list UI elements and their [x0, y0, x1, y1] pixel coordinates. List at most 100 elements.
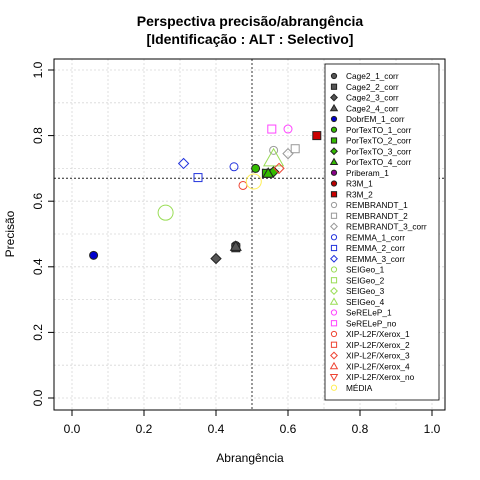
legend-marker	[330, 351, 338, 360]
legend: Cage2_1_corrCage2_2_corrCage2_3_corrCage…	[329, 71, 427, 393]
legend-marker	[330, 244, 338, 252]
legend-marker	[329, 361, 339, 370]
legend-marker	[330, 277, 338, 284]
y-tick-label: 1.0	[31, 61, 45, 78]
x-tick-label: 0.0	[64, 422, 81, 436]
legend-label: XIP-L2F/Xerox_4	[346, 361, 410, 371]
legend-label: R3M_1	[346, 179, 373, 189]
x-tick-label: 0.8	[352, 422, 369, 436]
point-remma-2-corr	[193, 173, 203, 183]
legend-marker	[330, 126, 338, 133]
legend-marker	[329, 103, 339, 112]
point-rembrandt-3-corr	[282, 147, 294, 160]
point-xip-l2f-xerox-3	[273, 162, 285, 175]
point-serelep-no	[267, 124, 277, 134]
x-axis-label: Abrangência	[216, 451, 284, 465]
legend-marker	[330, 320, 338, 327]
x-axis-ticks: 0.0 0.2 0.4 0.6 0.8 1.0	[64, 410, 441, 436]
x-tick-label: 0.2	[136, 422, 153, 436]
y-tick-label: 0.0	[31, 389, 45, 406]
legend-label: XIP-L2F/Xerox_1	[346, 329, 410, 339]
point-cage2-3-corr	[210, 252, 222, 265]
legend-label: MÉDIA	[346, 383, 373, 393]
point-dobrem-1-corr	[89, 250, 99, 260]
point-seigeo-1	[157, 204, 174, 221]
point-serelep-1	[283, 124, 293, 134]
legend-marker	[330, 222, 338, 231]
legend-label: PorTexTO_1_corr	[346, 125, 412, 135]
chart-subtitle: [Identificação : ALT : Selectivo]	[147, 31, 354, 47]
legend-label: SEIGeo_2	[346, 275, 385, 285]
legend-label: REMMA_1_corr	[346, 232, 405, 242]
legend-label: R3M_2	[346, 189, 373, 199]
legend-marker	[330, 169, 338, 176]
legend-label: XIP-L2F/Xerox_no	[346, 372, 415, 382]
y-tick-label: 0.8	[31, 127, 45, 144]
point-portexto-1-corr	[251, 163, 261, 173]
legend-marker	[330, 83, 338, 90]
legend-label: REMMA_2_corr	[346, 243, 405, 253]
legend-label: PorTexTO_4_corr	[346, 157, 412, 167]
legend-marker	[330, 309, 338, 316]
legend-label: PorTexTO_3_corr	[346, 146, 412, 156]
legend-marker	[329, 157, 339, 166]
legend-label: SeRELeP_1	[346, 308, 392, 318]
legend-marker	[330, 93, 338, 102]
legend-label: SEIGeo_4	[346, 297, 385, 307]
legend-label: DobrEM_1_corr	[346, 114, 405, 124]
legend-label: XIP-L2F/Xerox_3	[346, 351, 410, 361]
legend-marker	[330, 191, 338, 198]
legend-marker	[330, 384, 338, 391]
legend-label: REMBRANDT_2	[346, 211, 408, 221]
point-remma-1-corr	[229, 162, 239, 172]
legend-label: SEIGeo_1	[346, 265, 385, 275]
legend-label: Cage2_3_corr	[346, 93, 399, 103]
plot-border	[53, 58, 446, 411]
point-cage2-4-corr	[229, 240, 242, 251]
y-axis-label: Precisão	[3, 210, 17, 257]
legend-marker	[330, 287, 338, 295]
x-tick-label: 0.4	[208, 422, 225, 436]
point-portexto-4-corr	[262, 167, 275, 178]
point-remma-3-corr	[177, 157, 190, 170]
legend-label: REMBRANDT_1	[346, 200, 408, 210]
point-m-dia	[245, 173, 262, 190]
legend-marker	[330, 137, 338, 144]
legend-marker	[330, 72, 338, 80]
legend-marker	[329, 297, 339, 305]
legend-label: REMBRANDT_3_corr	[346, 222, 427, 232]
y-tick-label: 0.4	[31, 258, 45, 275]
x-tick-label: 1.0	[424, 422, 441, 436]
y-tick-label: 0.6	[31, 193, 45, 210]
legend-marker	[330, 330, 338, 338]
legend-label: Cage2_4_corr	[346, 103, 399, 113]
legend-box	[324, 63, 440, 401]
y-axis-ticks: 0.0 0.2 0.4 0.6 0.8 1.0	[31, 61, 54, 406]
legend-label: SEIGeo_3	[346, 286, 385, 296]
legend-marker	[330, 115, 338, 123]
legend-marker	[330, 201, 338, 209]
legend-marker	[330, 212, 338, 219]
legend-label: REMMA_3_corr	[346, 254, 405, 264]
point-r3m-2	[312, 131, 322, 141]
point-seigeo-4	[262, 147, 285, 167]
point-rembrandt-2	[290, 144, 300, 154]
chart-title: Perspectiva precisão/abrangência	[137, 13, 364, 29]
legend-marker	[330, 266, 338, 273]
legend-label: Cage2_2_corr	[346, 82, 399, 92]
data-points	[89, 124, 322, 265]
legend-marker	[330, 234, 338, 241]
x-tick-label: 0.6	[280, 422, 297, 436]
legend-marker	[330, 180, 338, 187]
legend-label: SeRELeP_no	[346, 318, 397, 328]
legend-marker	[330, 254, 338, 263]
legend-marker	[330, 341, 338, 348]
legend-label: XIP-L2F/Xerox_2	[346, 340, 410, 350]
legend-marker	[330, 147, 338, 156]
legend-label: PorTexTO_2_corr	[346, 136, 412, 146]
legend-marker	[329, 373, 339, 382]
y-tick-label: 0.2	[31, 324, 45, 341]
legend-label: Priberam_1	[346, 168, 389, 178]
point-rembrandt-1	[269, 145, 279, 155]
